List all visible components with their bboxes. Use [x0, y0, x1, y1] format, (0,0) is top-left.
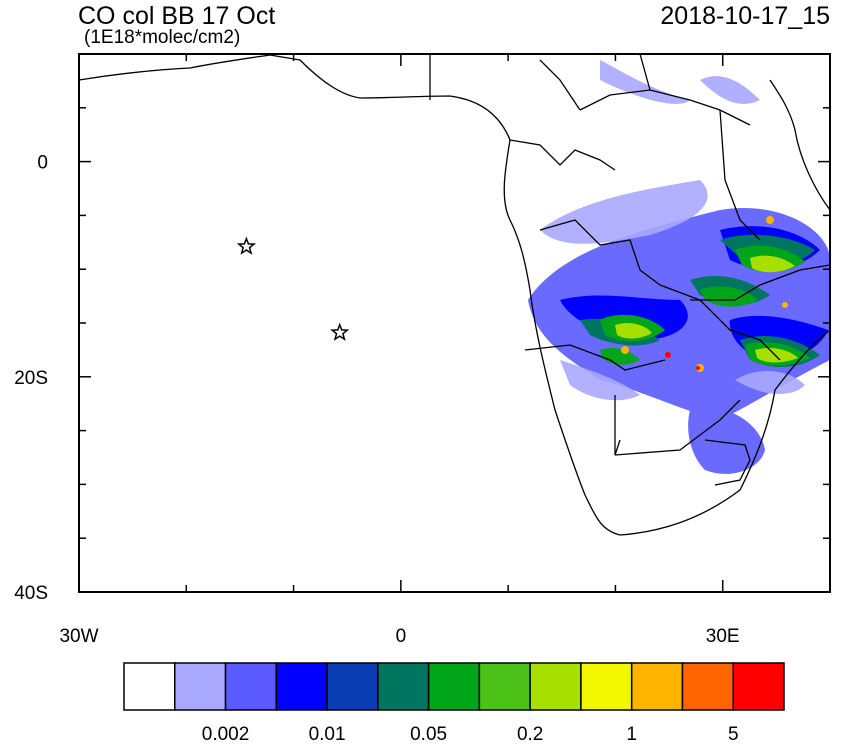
colorbar-swatch: [478, 662, 531, 711]
colorbar-swatch: [580, 662, 633, 711]
colorbar-label: 5: [728, 724, 739, 745]
colorbar-swatch: [275, 662, 328, 711]
colorbar-swatch: [174, 662, 227, 711]
y-tick-label: 40S: [14, 583, 48, 604]
x-tick-label: 30W: [59, 626, 98, 647]
colorbar-swatch: [732, 662, 785, 711]
map-units: (1E18*molec/cm2): [84, 27, 241, 48]
colorbar-swatch: [529, 662, 582, 711]
colorbar: 0.002 0.01 0.05 0.2 1 5: [123, 662, 785, 745]
coastline-layer: [79, 54, 830, 536]
x-tick-label: 0: [396, 626, 407, 647]
map-datetime: 2018-10-17_15: [660, 2, 830, 30]
colorbar-swatch: [123, 662, 176, 711]
y-tick-label: 0: [37, 153, 48, 174]
colorbar-swatch: [377, 662, 430, 711]
co-plume-field: [528, 60, 830, 474]
star-marker: [236, 236, 257, 255]
colorbar-label: 1: [626, 724, 637, 745]
map-title: CO col BB 17 Oct: [78, 2, 276, 30]
colorbar-label: 0.01: [309, 724, 346, 745]
star-marker: [330, 322, 350, 341]
y-tick-label: 20S: [14, 368, 48, 389]
colorbar-swatch: [427, 662, 481, 711]
colorbar-label: 0.05: [410, 724, 447, 745]
x-tick-label: 30E: [706, 626, 740, 647]
colorbar-swatch: [326, 662, 379, 711]
colorbar-label: 0.002: [202, 724, 250, 745]
colorbar-swatch: [630, 662, 684, 711]
colorbar-swatch: [681, 662, 734, 711]
map-axes: 30W 0 30E 0 20S 40S: [14, 53, 831, 647]
colorbar-swatch: [224, 662, 278, 711]
map-markers: [236, 236, 350, 341]
colorbar-label: 0.2: [517, 724, 543, 745]
